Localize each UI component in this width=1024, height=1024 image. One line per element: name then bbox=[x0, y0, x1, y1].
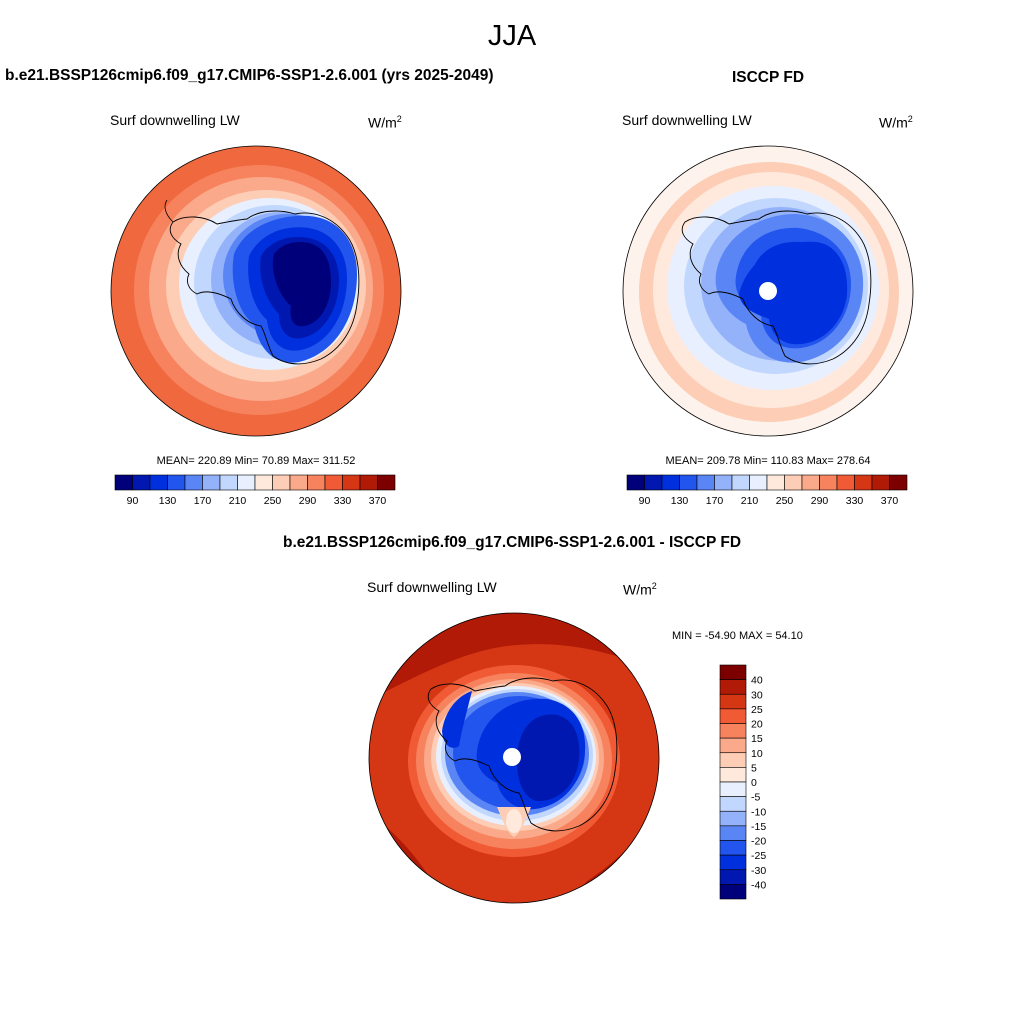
colorbar-box bbox=[719, 796, 747, 812]
colorbar-box bbox=[731, 474, 750, 491]
colorbar-box bbox=[167, 474, 186, 491]
colorbar-box bbox=[132, 474, 151, 491]
colorbar-tick-label: -15 bbox=[751, 821, 766, 833]
colorbar-box bbox=[889, 474, 908, 491]
colorbar-box bbox=[719, 810, 747, 827]
colorbar-tick-label: 5 bbox=[751, 762, 757, 774]
colorbar-box bbox=[719, 693, 747, 710]
colorbar-box bbox=[719, 825, 747, 841]
colorbar-tick-label: 290 bbox=[299, 495, 317, 507]
colorbar-tick-label: 20 bbox=[751, 719, 763, 731]
map-obs bbox=[622, 145, 914, 437]
colorbar-tick-label: 290 bbox=[811, 495, 829, 507]
panel-model-units: W/m2 bbox=[368, 114, 402, 131]
colorbar-box bbox=[719, 737, 747, 754]
colorbar-tick-label: 250 bbox=[264, 495, 282, 507]
colorbar-tick-label: 170 bbox=[194, 495, 212, 507]
colorbar-tick-label: 90 bbox=[639, 495, 651, 507]
panel-obs-title: ISCCP FD bbox=[731, 69, 805, 86]
colorbar-tick-label: 130 bbox=[159, 495, 177, 507]
colorbar-box bbox=[237, 474, 256, 491]
colorbar-tick-label: 30 bbox=[751, 689, 763, 701]
colorbar-tick-label: 90 bbox=[127, 495, 139, 507]
colorbar-box bbox=[679, 474, 698, 491]
colorbar-tick-label: 170 bbox=[706, 495, 724, 507]
colorbar-box bbox=[307, 474, 326, 491]
panel-obs-stats: MEAN= 209.78 Min= 110.83 Max= 278.64 bbox=[665, 455, 871, 467]
colorbar-tick-label: 370 bbox=[881, 495, 899, 507]
colorbar-box bbox=[784, 474, 803, 491]
panel-obs-units: W/m2 bbox=[879, 114, 913, 131]
colorbar-box bbox=[766, 474, 785, 491]
colorbar-box bbox=[714, 474, 733, 491]
colorbar-box bbox=[661, 474, 680, 491]
map-model bbox=[110, 145, 402, 437]
panel-model-title: b.e21.BSSP126cmip6.f09_g17.CMIP6-SSP1-2.… bbox=[5, 67, 494, 84]
colorbar-tick-label: -30 bbox=[751, 865, 766, 877]
colorbar-tick-label: 10 bbox=[751, 748, 763, 760]
colorbar-tick-label: 130 bbox=[671, 495, 689, 507]
colorbar-box bbox=[719, 781, 747, 797]
colorbar-box bbox=[836, 474, 855, 491]
panel-model-stats: MEAN= 220.89 Min= 70.89 Max= 311.52 bbox=[156, 455, 356, 467]
colorbar-box bbox=[272, 474, 291, 491]
colorbar-tick-label: -5 bbox=[751, 792, 760, 804]
colorbar-tick-label: -10 bbox=[751, 806, 766, 818]
colorbar-box bbox=[854, 474, 873, 491]
colorbar-box bbox=[114, 474, 133, 491]
colorbar-box bbox=[289, 474, 308, 491]
colorbar-box bbox=[871, 474, 890, 491]
colorbar-box bbox=[719, 840, 747, 856]
colorbar-box bbox=[184, 474, 203, 491]
colorbar-obs: 90 130 170 210 250 290 330 370 bbox=[626, 474, 908, 507]
colorbar-box bbox=[644, 474, 663, 491]
colorbar-diff: 40 30 25 20 15 10 5 0 -5 -10 -15 -20 -25 -30 -40 bbox=[719, 664, 766, 900]
colorbar-tick-label: 210 bbox=[229, 495, 247, 507]
colorbar-box bbox=[719, 664, 747, 680]
colorbar-tick-label: 40 bbox=[751, 675, 763, 687]
colorbar-box bbox=[719, 708, 747, 724]
colorbar-box bbox=[254, 474, 273, 491]
colorbar-box bbox=[719, 854, 747, 871]
colorbar-tick-label: 25 bbox=[751, 704, 763, 716]
colorbar-box bbox=[819, 474, 838, 491]
colorbar-box bbox=[719, 723, 747, 739]
colorbar-tick-label: -40 bbox=[751, 879, 766, 891]
colorbar-tick-label: 370 bbox=[369, 495, 387, 507]
colorbar-box bbox=[801, 474, 820, 491]
colorbar-tick-label: 250 bbox=[776, 495, 794, 507]
colorbar-tick-label: 210 bbox=[741, 495, 759, 507]
panel-diff-variable: Surf downwelling LW bbox=[367, 579, 497, 595]
colorbar-box bbox=[696, 474, 715, 491]
colorbar-box bbox=[719, 767, 747, 783]
colorbar-box bbox=[719, 752, 747, 768]
panel-diff-units: W/m2 bbox=[623, 581, 657, 598]
colorbar-tick-label: 330 bbox=[334, 495, 352, 507]
colorbar-box bbox=[202, 474, 221, 491]
colorbar-box bbox=[359, 474, 378, 491]
colorbar-box bbox=[719, 869, 747, 885]
panel-diff-title: b.e21.BSSP126cmip6.f09_g17.CMIP6-SSP1-2.… bbox=[282, 534, 742, 551]
colorbar-box bbox=[324, 474, 343, 491]
panel-obs-variable: Surf downwelling LW bbox=[622, 112, 752, 128]
colorbar-box bbox=[749, 474, 768, 491]
colorbar-model: 90 130 170 210 250 290 330 370 bbox=[114, 474, 396, 507]
colorbar-box bbox=[219, 474, 238, 491]
colorbar-tick-label: 0 bbox=[751, 777, 757, 789]
panel-diff-stats: MIN = -54.90 MAX = 54.10 bbox=[672, 630, 803, 642]
colorbar-box bbox=[377, 474, 396, 491]
colorbar-box bbox=[626, 474, 645, 491]
colorbar-tick-label: 330 bbox=[846, 495, 864, 507]
colorbar-box bbox=[719, 679, 747, 695]
colorbar-tick-label: -20 bbox=[751, 836, 766, 848]
colorbar-box bbox=[719, 884, 747, 900]
page-title: JJA bbox=[487, 20, 537, 52]
colorbar-tick-label: 15 bbox=[751, 733, 763, 745]
colorbar-tick-label: -25 bbox=[751, 850, 766, 862]
colorbar-box bbox=[149, 474, 168, 491]
colorbar-box bbox=[342, 474, 361, 491]
panel-model-variable: Surf downwelling LW bbox=[110, 112, 240, 128]
map-diff bbox=[368, 612, 660, 904]
